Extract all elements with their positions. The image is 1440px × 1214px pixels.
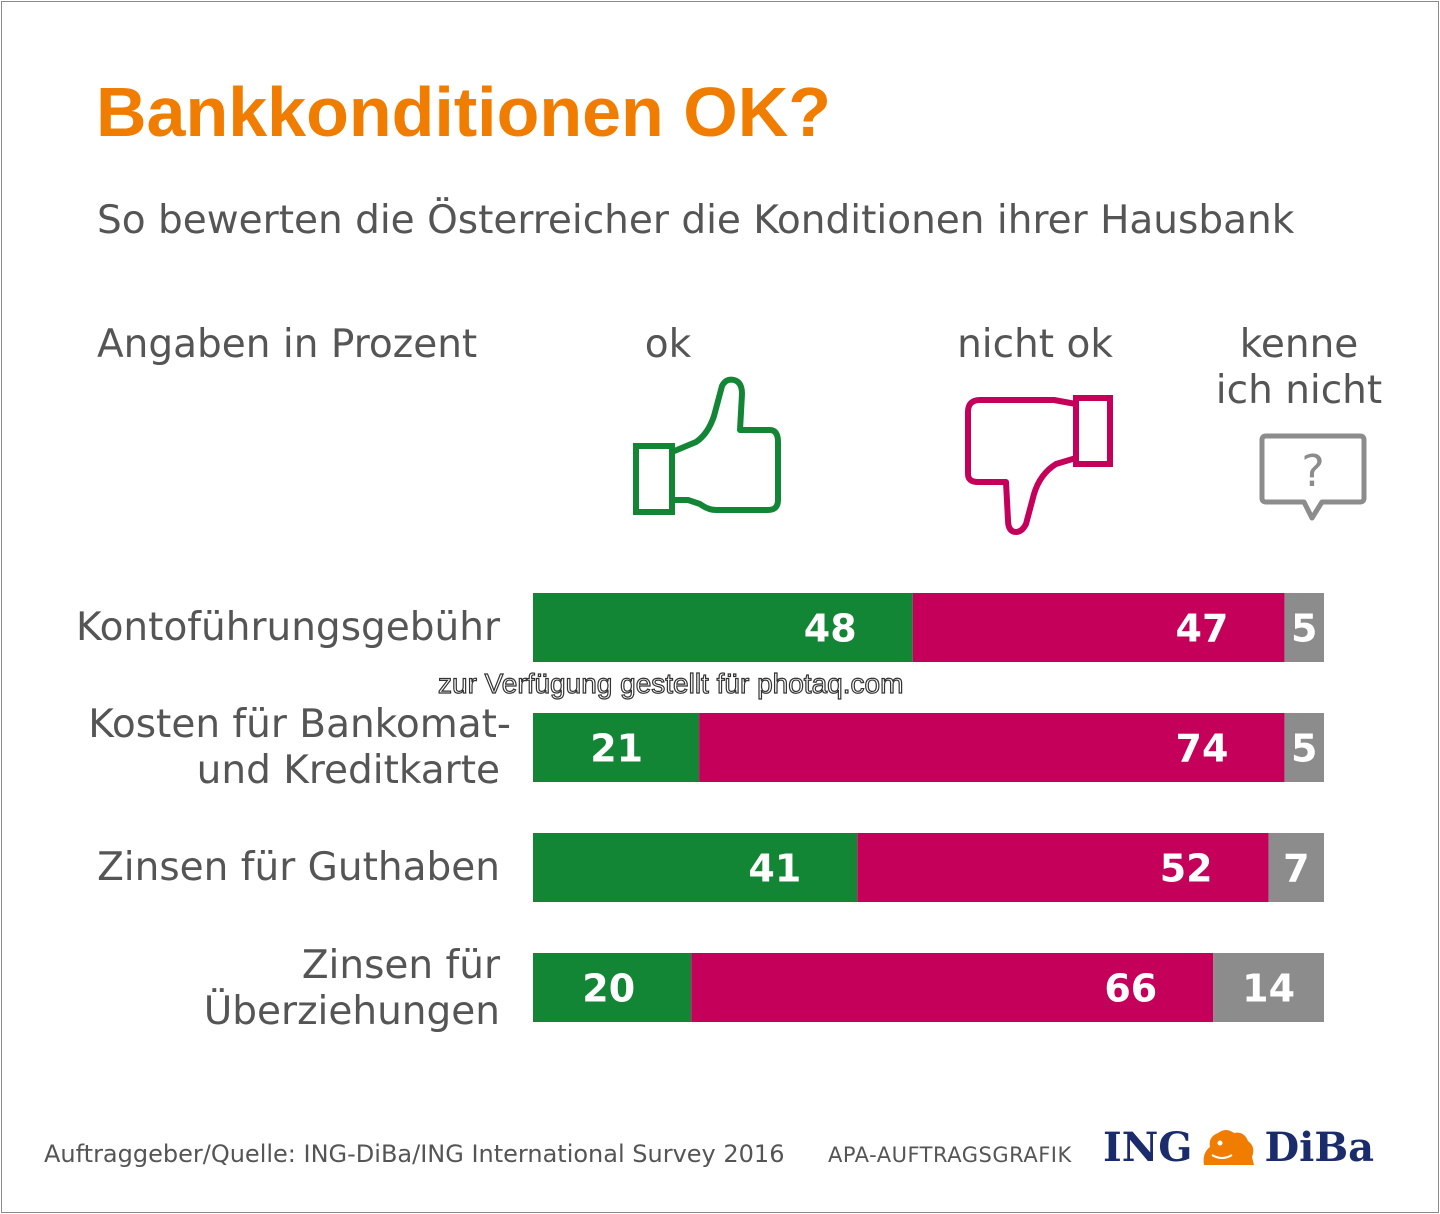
watermark: zur Verfügung gestellt für photaq.com [437,667,904,699]
column-header-kenne-line2: ich nicht [1215,368,1383,413]
bar-value-label-nicht-ok: 66 [1104,967,1157,1011]
bar-segment-ok [533,833,858,902]
bar-value-label-nicht-ok: 52 [1160,847,1213,891]
row-label-line: Kosten für Bankomat- [88,702,511,747]
row-label-line: und Kreditkarte [196,748,500,793]
source-note: Auftraggeber/Quelle: ING-DiBa/ING Intern… [44,1140,785,1168]
row-label-kontofuehrung: Kontoführungsgebühr [76,605,500,651]
bar-value-label-ok: 48 [804,607,857,651]
bar-segment-ok [533,713,700,782]
bar-segment-nicht-ok [691,953,1214,1022]
bar-segment-nicht-ok [699,713,1285,782]
unit-label: Angaben in Prozent [97,322,478,367]
bar-segment-kenne [1284,593,1324,662]
bar-value-label-ok: 21 [590,727,643,771]
bar-segment-kenne [1284,713,1324,782]
bar-value-label-nicht-ok: 47 [1176,607,1229,651]
chart-title: Bankkonditionen OK? [96,73,831,151]
thumbs-up-icon [633,376,781,515]
bar-value-label-ok: 41 [748,847,801,891]
row-label-ueberziehungen: Zinsen für Überziehungen [204,943,500,1035]
row-label-bankomat: Kosten für Bankomat- und Kreditkarte [88,702,511,794]
bar-segment-kenne [1213,953,1324,1022]
bar-segment-ok [533,953,692,1022]
column-header-nicht-ok: nicht ok [957,322,1113,367]
ing-diba-logo: ING DiBa [1103,1122,1374,1172]
logo-text-diba: DiBa [1264,1123,1375,1171]
lion-icon [1204,1130,1255,1165]
bar-value-label-kenne: 14 [1242,967,1295,1011]
bar-value-label-nicht-ok: 74 [1176,727,1229,771]
row-label-line: Zinsen für Guthaben [97,845,500,890]
bar-value-label-ok: 20 [582,967,635,1011]
bar-segment-nicht-ok [857,833,1269,902]
svg-text:?: ? [1301,446,1324,497]
column-header-kenne: kenne ich nicht [1196,322,1402,414]
logo-text-ing: ING [1103,1123,1193,1171]
bar-value-label-kenne: 7 [1283,847,1309,891]
bar-value-label-kenne: 5 [1291,607,1317,651]
question-bubble-icon: ? [1259,433,1367,521]
bar-segment-nicht-ok [912,593,1285,662]
row-label-guthaben: Zinsen für Guthaben [97,845,500,891]
bar-segment-ok [533,593,913,662]
row-label-line: Überziehungen [203,989,500,1034]
apa-label: APA-AUFTRAGSGRAFIK [828,1143,1072,1167]
chart-subtitle: So bewerten die Österreicher die Konditi… [97,198,1295,243]
column-header-kenne-line1: kenne [1239,322,1359,367]
column-header-ok: ok [644,322,692,367]
row-label-line: Kontoführungsgebühr [75,605,500,650]
bar-value-label-kenne: 5 [1291,727,1317,771]
row-label-line: Zinsen für [301,943,500,988]
bar-segment-kenne [1268,833,1324,902]
thumbs-down-icon [965,395,1113,535]
